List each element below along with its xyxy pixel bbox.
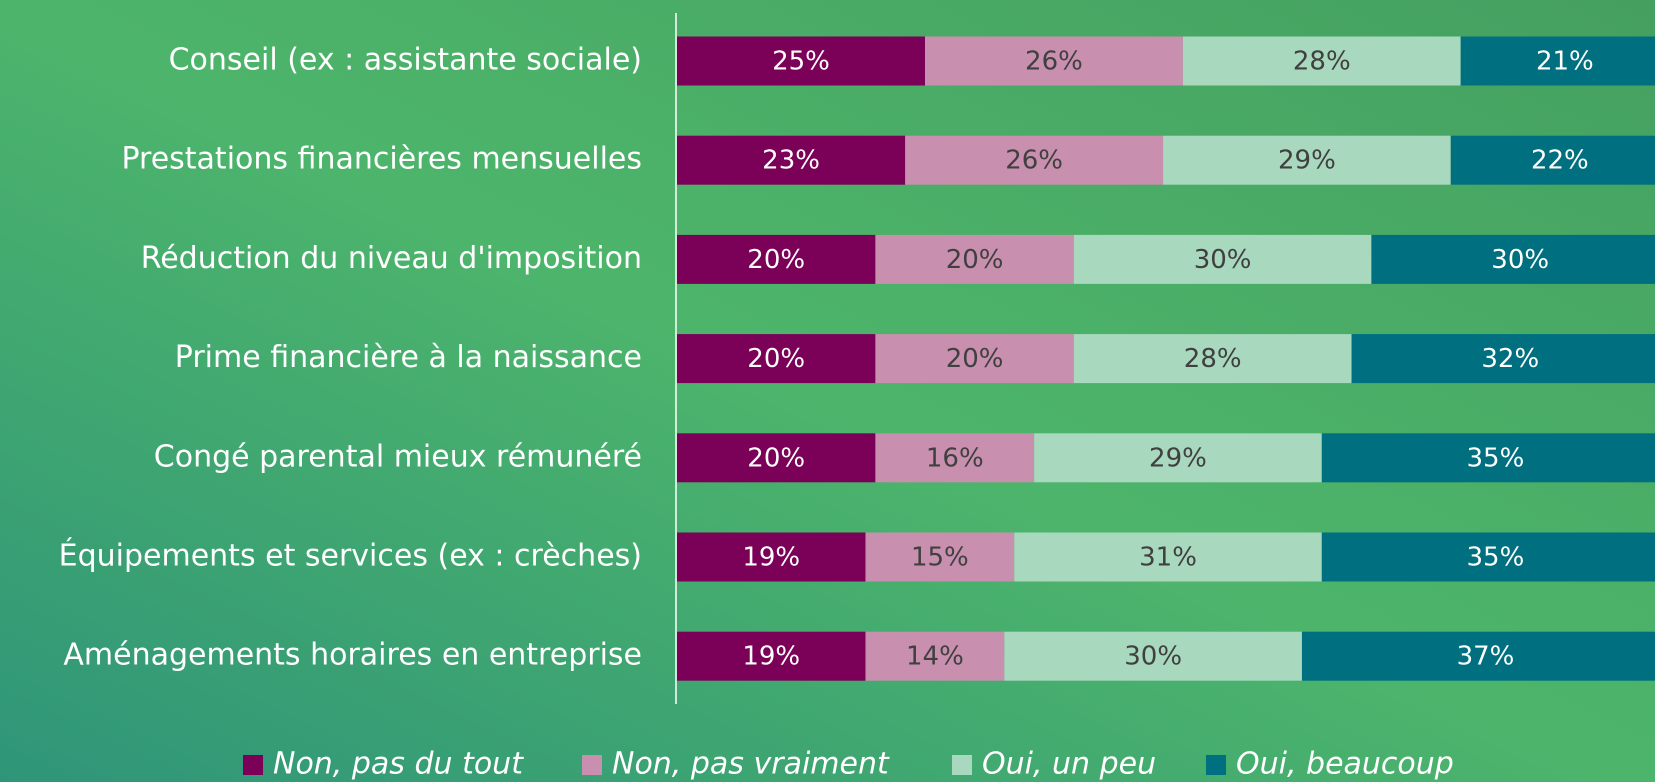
bar-segment: [875, 433, 1035, 483]
bar-segment: [1073, 334, 1352, 384]
value-label: 20%: [946, 245, 1004, 275]
value-label: 35%: [1467, 543, 1525, 573]
bar-segment: [1371, 234, 1655, 284]
value-label: 23%: [762, 146, 820, 176]
value-label: 19%: [742, 543, 800, 573]
bar-segment: [1321, 532, 1655, 582]
bar-segment: [1351, 334, 1655, 384]
category-label: Réduction du niveau d'imposition: [141, 241, 642, 276]
bar-segment: [1450, 135, 1655, 185]
value-label: 28%: [1184, 344, 1242, 374]
bar-segment: [925, 36, 1183, 86]
value-label: 32%: [1481, 344, 1539, 374]
bar-segment: [677, 334, 876, 384]
category-label: Conseil (ex : assistante sociale): [169, 43, 642, 78]
legend-label: Oui, un peu: [982, 747, 1156, 782]
legend-swatch: [243, 755, 263, 775]
value-label: 20%: [747, 344, 805, 374]
bar-segment: [1073, 234, 1372, 284]
value-label: 22%: [1531, 146, 1589, 176]
bar-segment: [677, 433, 876, 483]
value-label: 26%: [1025, 47, 1083, 77]
bar-segment: [677, 135, 906, 185]
bar-segment: [875, 334, 1074, 384]
bar-segment: [875, 234, 1074, 284]
category-label: Prime financière à la naissance: [175, 340, 642, 375]
legend-label: Oui, beaucoup: [1236, 747, 1454, 782]
value-label: 30%: [1491, 245, 1549, 275]
bar-segment: [1182, 36, 1461, 86]
bar-segment: [1301, 631, 1655, 681]
legend-label: Non, pas du tout: [273, 747, 524, 782]
bar-segment: [677, 234, 876, 284]
legend-swatch: [1206, 755, 1226, 775]
bar-segment: [1460, 36, 1655, 86]
legend-swatch: [582, 755, 602, 775]
bar-segment: [677, 631, 866, 681]
bar-segment: [865, 532, 1015, 582]
bar-segment: [1034, 433, 1322, 483]
value-label: 37%: [1457, 642, 1515, 672]
bar-segment: [1004, 631, 1302, 681]
value-label: 31%: [1139, 543, 1197, 573]
bar-segment: [905, 135, 1164, 185]
value-label: 20%: [946, 344, 1004, 374]
category-label: Équipements et services (ex : crèches): [59, 538, 642, 574]
bar-segment: [677, 532, 866, 582]
value-label: 30%: [1194, 245, 1252, 275]
value-label: 20%: [747, 245, 805, 275]
value-label: 20%: [747, 443, 805, 473]
category-label: Aménagements horaires en entreprise: [63, 638, 642, 673]
bar-segment: [677, 36, 925, 86]
bar-segment: [1014, 532, 1322, 582]
value-label: 35%: [1467, 443, 1525, 473]
value-label: 29%: [1278, 146, 1336, 176]
legend-swatch: [952, 755, 972, 775]
value-label: 30%: [1124, 642, 1182, 672]
legend-label: Non, pas vraiment: [612, 747, 890, 782]
value-label: 19%: [742, 642, 800, 672]
value-label: 29%: [1149, 443, 1207, 473]
bar-segment: [1163, 135, 1451, 185]
value-label: 14%: [906, 642, 964, 672]
value-label: 16%: [926, 443, 984, 473]
value-label: 28%: [1293, 47, 1351, 77]
value-label: 25%: [772, 47, 830, 77]
bar-segment: [1321, 433, 1655, 483]
bar-segment: [865, 631, 1005, 681]
value-label: 15%: [911, 543, 969, 573]
category-label: Congé parental mieux rémunéré: [154, 439, 642, 474]
category-label: Prestations financières mensuelles: [121, 142, 642, 177]
value-label: 26%: [1005, 146, 1063, 176]
value-label: 21%: [1536, 47, 1594, 77]
